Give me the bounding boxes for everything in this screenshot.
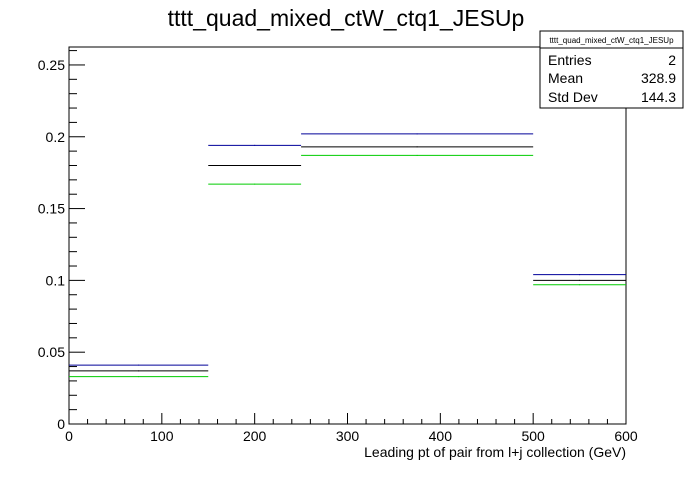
y-tick-label: 0.2 [46, 129, 66, 145]
x-tick-label: 400 [429, 428, 453, 444]
x-tick-label: 200 [243, 428, 267, 444]
stats-box-title: tttt_quad_mixed_ctW_ctq1_JESUp [549, 36, 674, 45]
stats-stddev-value: 144.3 [641, 89, 676, 105]
chart-title: tttt_quad_mixed_ctW_ctq1_JESUp [168, 5, 525, 31]
stats-box: tttt_quad_mixed_ctW_ctq1_JESUp Entries 2… [539, 30, 684, 109]
stats-mean-label: Mean [548, 70, 583, 86]
histogram-bars [69, 133, 626, 378]
x-tick-label: 100 [150, 428, 174, 444]
y-axis: 0 0.05 0.1 0.15 0.2 0.25 [38, 50, 85, 432]
x-tick-label: 300 [336, 428, 360, 444]
y-tick-label: 0.05 [38, 344, 65, 360]
y-tick-label: 0.25 [38, 57, 65, 73]
stats-entries-label: Entries [548, 52, 592, 68]
stats-entries-value: 2 [668, 52, 676, 68]
x-axis: 0 100 200 300 400 500 600 [65, 413, 638, 444]
stats-mean-value: 328.9 [641, 70, 676, 86]
y-tick-label: 0 [57, 416, 65, 432]
x-tick-label: 500 [521, 428, 545, 444]
x-tick-label: 0 [65, 428, 73, 444]
x-axis-title: Leading pt of pair from l+j collection (… [364, 444, 626, 460]
stats-stddev-label: Std Dev [548, 89, 598, 105]
stats-box-frame [539, 30, 684, 109]
y-tick-label: 0.15 [38, 201, 65, 217]
x-tick-label: 600 [614, 428, 638, 444]
y-tick-label: 0.1 [46, 272, 66, 288]
